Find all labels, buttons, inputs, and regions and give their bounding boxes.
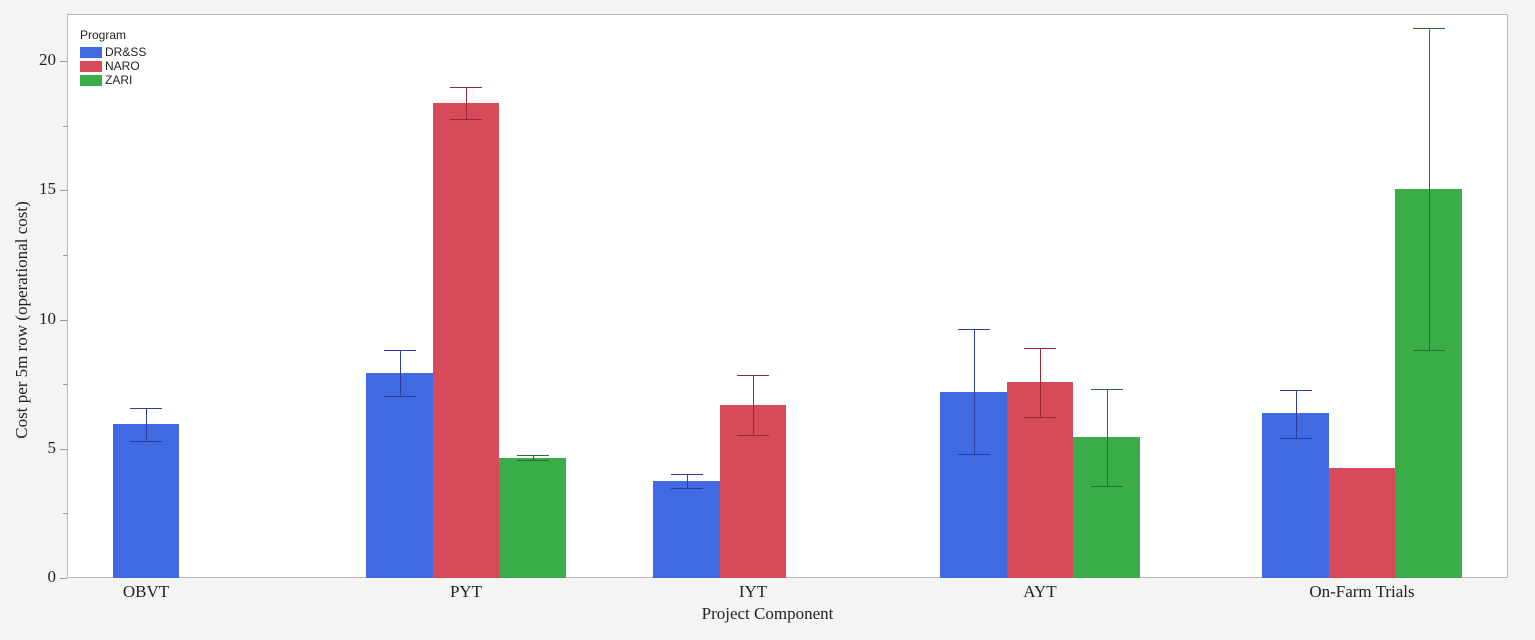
error-bar-cap (1279, 437, 1312, 439)
legend-title: Program (80, 28, 127, 42)
x-tick-label: On-Farm Trials (1309, 582, 1415, 601)
x-tick-label: PYT (449, 582, 483, 601)
legend-swatch (80, 46, 102, 58)
y-minor-tick (63, 125, 67, 127)
x-tick-label: AYT (1023, 582, 1057, 601)
bar-drss-onfarmtrials (1262, 413, 1329, 578)
bar-drss-obvt (112, 423, 180, 578)
y-tick-label: 20 (39, 50, 56, 69)
legend-swatch (80, 60, 102, 72)
error-bar-cap (450, 118, 482, 120)
error-bar-cap (1090, 389, 1123, 391)
error-bar (753, 375, 754, 436)
error-bar-cap (383, 350, 416, 351)
error-bar-cap (450, 86, 482, 88)
y-tick (60, 61, 67, 62)
error-bar (1106, 389, 1108, 486)
error-bar-cap (1024, 347, 1056, 349)
error-bar-cap (957, 329, 990, 331)
y-tick-label: 0 (47, 567, 57, 586)
error-bar-cap (516, 455, 549, 457)
error-bar-cap (516, 460, 549, 462)
y-tick (60, 448, 67, 450)
y-minor-tick (63, 513, 67, 515)
legend-item-naro: NARO (80, 59, 146, 73)
error-bar-cap (670, 474, 703, 476)
legend-label: ZARI (105, 73, 133, 87)
x-axis-title: Project Component (701, 604, 834, 623)
error-bar (1295, 390, 1297, 438)
error-bar-cap (737, 375, 769, 377)
error-bar (466, 86, 467, 119)
error-bar-cap (130, 440, 162, 442)
error-bar-cap (1024, 416, 1056, 418)
bar-zari-pyt (499, 458, 566, 578)
error-bar-cap (1412, 27, 1445, 29)
y-tick-label: 15 (39, 179, 56, 199)
y-tick-label: 10 (39, 308, 56, 328)
y-tick (60, 319, 67, 321)
bar-drss-iyt (653, 481, 720, 578)
error-bar-cap (957, 453, 990, 455)
error-bar (399, 350, 401, 396)
legend-item-zari: ZARI (80, 73, 146, 87)
x-tick-label: IYT (738, 582, 768, 601)
legend-item-drss: DR&SS (80, 45, 146, 59)
error-bar-cap (130, 407, 162, 409)
y-minor-tick (63, 384, 67, 386)
error-bar-cap (1279, 390, 1312, 392)
error-bar (973, 329, 975, 454)
legend: Program DR&SS NARO ZARI (80, 28, 146, 87)
error-bar-cap (1412, 350, 1445, 351)
y-minor-tick (63, 254, 67, 256)
y-tick (60, 578, 67, 579)
legend-swatch (80, 74, 102, 86)
bar-drss-pyt (366, 373, 433, 578)
bar-naro-pyt (432, 102, 500, 578)
error-bar-cap (737, 435, 769, 437)
error-bar-cap (383, 396, 416, 398)
legend-label: DR&SS (105, 45, 147, 59)
error-bar-cap (1090, 485, 1123, 487)
x-tick-label: OBVT (122, 582, 170, 601)
y-tick (60, 190, 67, 192)
error-bar (1428, 27, 1430, 350)
error-bar (1040, 347, 1041, 417)
error-bar (532, 455, 534, 461)
bar-naro-onfarmtrials (1328, 467, 1396, 578)
error-bar-cap (670, 488, 703, 490)
error-bar (686, 474, 688, 489)
error-bar (146, 407, 147, 441)
y-tick-label: 5 (47, 437, 57, 457)
legend-label: NARO (105, 59, 140, 73)
